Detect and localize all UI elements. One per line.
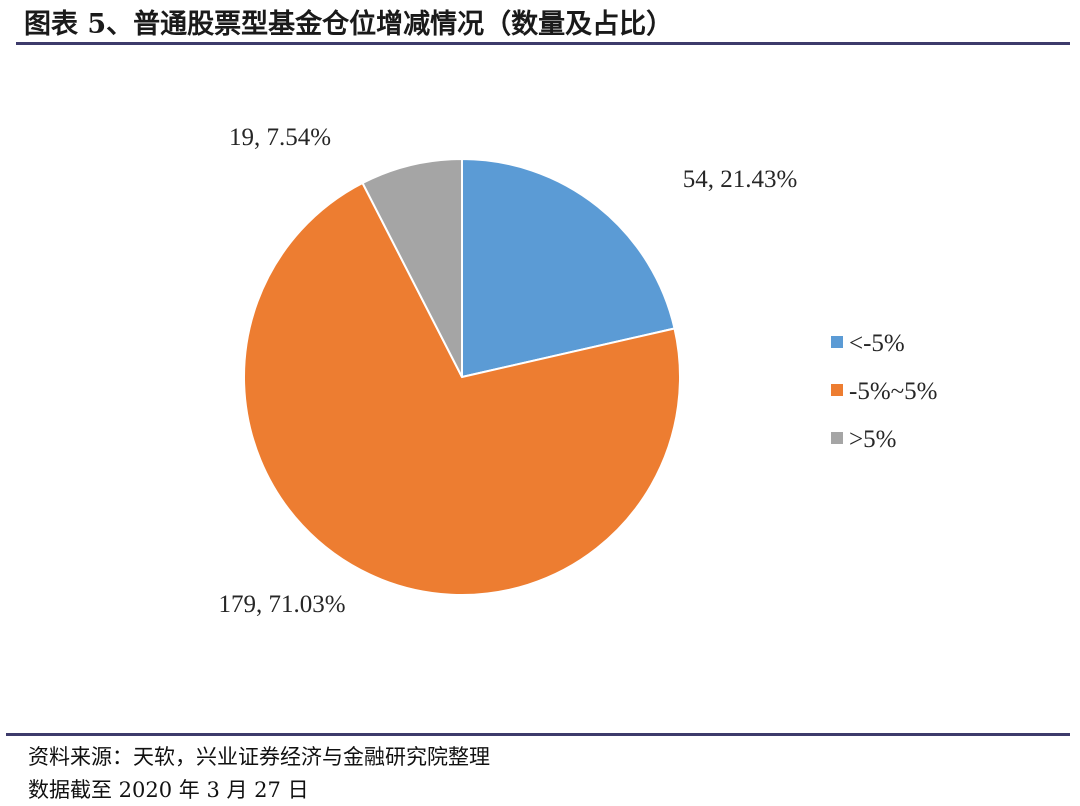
slice-data-label: 19, 7.54% bbox=[229, 124, 331, 151]
legend-swatch bbox=[831, 336, 843, 348]
pie-slices bbox=[243, 157, 681, 596]
figure-title: 图表 5、普通股票型基金仓位增减情况（数量及占比） bbox=[24, 9, 674, 40]
slice-data-label: 179, 71.03% bbox=[218, 591, 345, 618]
pie-slice bbox=[361, 157, 463, 378]
legend: <-5% -5%~5% >5% bbox=[831, 330, 938, 453]
legend-entry-label: -5%~5% bbox=[849, 378, 938, 405]
legend-entry-label: <-5% bbox=[849, 330, 905, 357]
footer-divider bbox=[6, 733, 1070, 736]
slice-data-label: 54, 21.43% bbox=[683, 166, 798, 193]
pie-data-labels: 54, 21.43% 179, 71.03% 19, 7.54% bbox=[218, 124, 797, 618]
title-divider bbox=[16, 42, 1070, 45]
legend-swatch bbox=[831, 384, 843, 396]
data-date-note: 数据截至 2020 年 3 月 27 日 bbox=[28, 778, 309, 802]
pie-slice bbox=[243, 181, 681, 596]
legend-entry-label: >5% bbox=[849, 426, 896, 453]
pie-slice bbox=[461, 157, 676, 379]
source-note: 资料来源：天软，兴业证券经济与金融研究院整理 bbox=[28, 745, 490, 769]
legend-swatch bbox=[831, 432, 843, 444]
